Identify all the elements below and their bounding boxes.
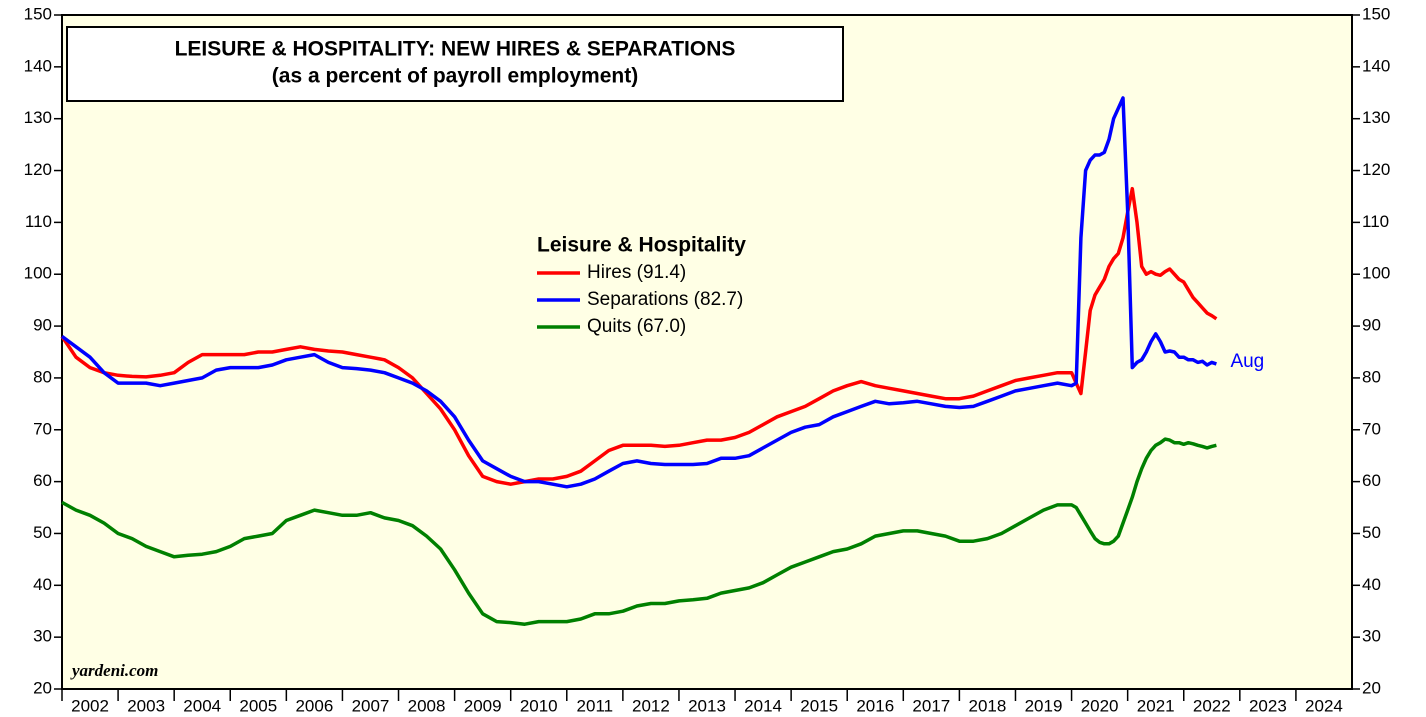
y-tick-label: 90 — [33, 316, 52, 335]
y2-tick-label: 80 — [1362, 367, 1381, 386]
y-tick-label: 70 — [33, 419, 52, 438]
x-tick-label: 2014 — [744, 696, 782, 715]
annotation: Aug — [1230, 351, 1264, 372]
y2-tick-label: 60 — [1362, 471, 1381, 490]
y-tick-label: 40 — [33, 575, 52, 594]
legend-title: Leisure & Hospitality — [537, 234, 746, 257]
x-tick-label: 2006 — [295, 696, 333, 715]
x-tick-label: 2010 — [520, 696, 558, 715]
x-tick-label: 2021 — [1137, 696, 1175, 715]
x-tick-label: 2017 — [912, 696, 950, 715]
y2-tick-label: 150 — [1362, 4, 1390, 23]
y2-tick-label: 20 — [1362, 678, 1381, 697]
legend-label: Separations (82.7) — [587, 289, 743, 310]
x-tick-label: 2004 — [183, 696, 221, 715]
y-tick-label: 30 — [33, 627, 52, 646]
y-tick-label: 120 — [24, 160, 52, 179]
x-tick-label: 2023 — [1249, 696, 1287, 715]
y2-tick-label: 100 — [1362, 264, 1390, 283]
x-tick-label: 2008 — [408, 696, 446, 715]
y-tick-label: 80 — [33, 367, 52, 386]
x-tick-label: 2015 — [800, 696, 838, 715]
y2-tick-label: 30 — [1362, 627, 1381, 646]
x-tick-label: 2009 — [464, 696, 502, 715]
x-tick-label: 2024 — [1305, 696, 1343, 715]
legend-label: Hires (91.4) — [587, 262, 686, 283]
y2-tick-label: 70 — [1362, 419, 1381, 438]
y-tick-label: 140 — [24, 56, 52, 75]
x-tick-label: 2011 — [577, 696, 614, 715]
y-tick-label: 60 — [33, 471, 52, 490]
chart-subtitle: (as a percent of payroll employment) — [272, 65, 638, 88]
x-tick-label: 2003 — [127, 696, 165, 715]
source: yardeni.com — [70, 661, 158, 680]
x-tick-label: 2005 — [239, 696, 277, 715]
y2-tick-label: 120 — [1362, 160, 1390, 179]
y-tick-label: 100 — [24, 264, 52, 283]
x-tick-label: 2016 — [856, 696, 894, 715]
series-line — [61, 437, 1217, 626]
y2-tick-label: 90 — [1362, 316, 1381, 335]
y2-tick-label: 50 — [1362, 523, 1381, 542]
y2-tick-label: 110 — [1362, 212, 1389, 231]
y2-tick-label: 130 — [1362, 108, 1390, 127]
y2-tick-label: 40 — [1362, 575, 1381, 594]
y-tick-label: 110 — [25, 212, 52, 231]
y-tick-label: 50 — [33, 523, 52, 542]
series-line — [60, 96, 1217, 489]
title-box — [66, 26, 844, 102]
legend-label: Quits (67.0) — [587, 316, 686, 337]
x-tick-label: 2019 — [1025, 696, 1063, 715]
x-tick-label: 2002 — [71, 696, 109, 715]
y-tick-label: 20 — [33, 678, 52, 697]
x-tick-label: 2022 — [1193, 696, 1231, 715]
chart-title: LEISURE & HOSPITALITY: NEW HIRES & SEPAR… — [175, 38, 736, 61]
x-tick-label: 2007 — [352, 696, 390, 715]
x-tick-label: 2020 — [1081, 696, 1119, 715]
y-tick-label: 150 — [24, 4, 52, 23]
y2-tick-label: 140 — [1362, 56, 1390, 75]
x-tick-label: 2018 — [969, 696, 1007, 715]
x-tick-label: 2013 — [688, 696, 726, 715]
x-tick-label: 2012 — [632, 696, 670, 715]
series-line — [60, 186, 1218, 486]
y-tick-label: 130 — [24, 108, 52, 127]
